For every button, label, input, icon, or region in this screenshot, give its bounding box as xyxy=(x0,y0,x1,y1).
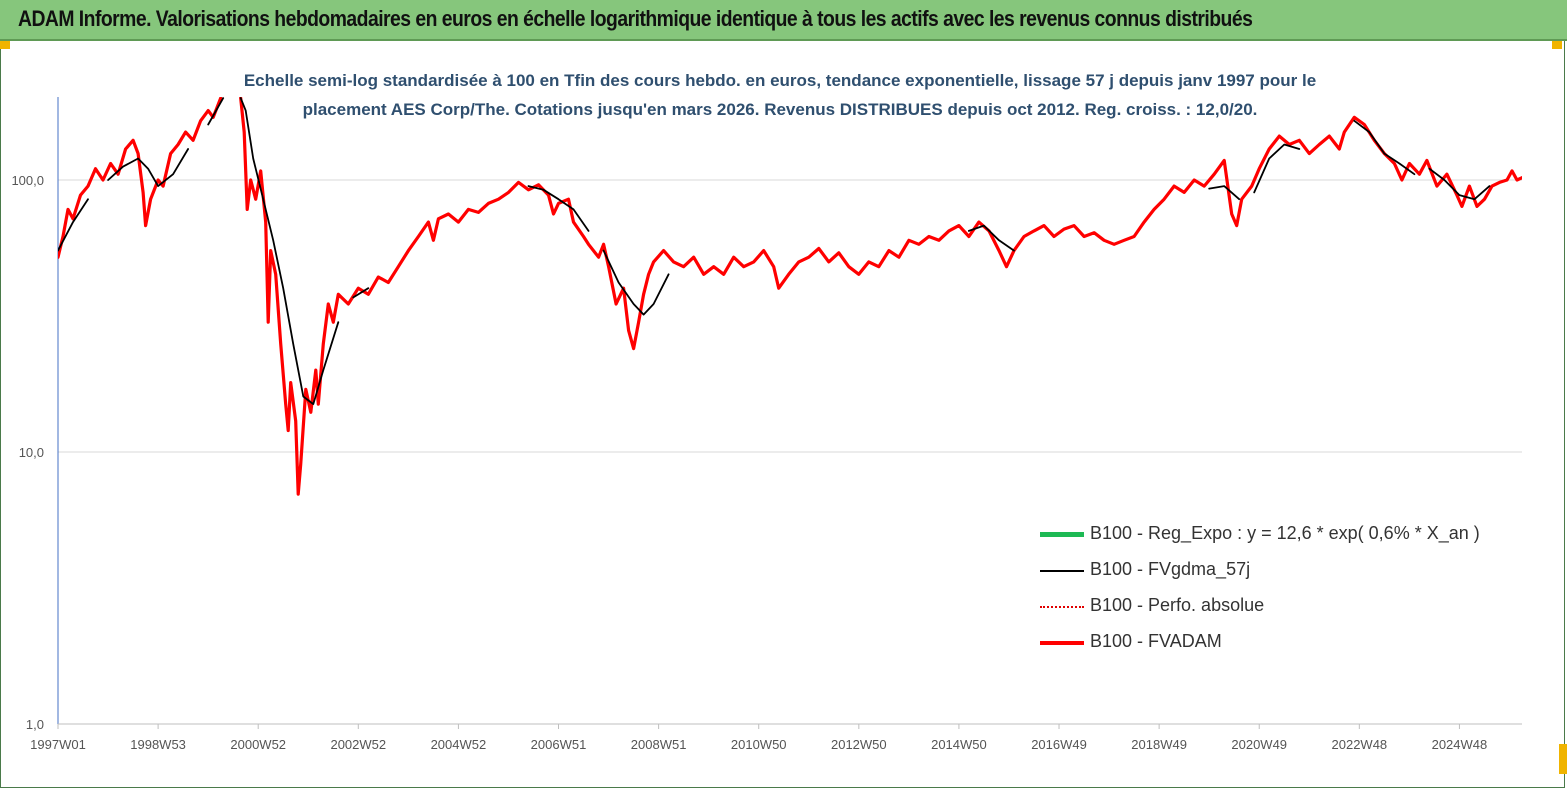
x-tick-label: 1998W53 xyxy=(130,737,186,752)
x-tick-label: 2012W50 xyxy=(831,737,887,752)
x-tick-label: 2014W50 xyxy=(931,737,987,752)
y-tick-label: 10,0 xyxy=(19,445,44,460)
x-tick-label: 2016W49 xyxy=(1031,737,1087,752)
legend-swatch-fvgdma xyxy=(1040,570,1084,572)
legend-label-perfo-absolue: B100 - Perfo. absolue xyxy=(1090,595,1265,615)
corner-mark-top-left xyxy=(0,41,10,49)
x-tick-label: 2006W51 xyxy=(531,737,587,752)
corner-mark-top-right xyxy=(1552,41,1562,49)
banner-title: ADAM Informe. Valorisations hebdomadaire… xyxy=(18,6,1253,31)
y-tick-label: 1,0 xyxy=(26,717,44,732)
chart-subtitle: Echelle semi-log standardisée à 100 en T… xyxy=(180,66,1380,124)
y-tick-label: 100,0 xyxy=(11,173,44,188)
x-tick-label: 2022W48 xyxy=(1332,737,1388,752)
x-tick-label: 2024W48 xyxy=(1432,737,1488,752)
x-tick-label: 2000W52 xyxy=(230,737,286,752)
x-tick-label: 2004W52 xyxy=(431,737,487,752)
top-banner: ADAM Informe. Valorisations hebdomadaire… xyxy=(0,0,1567,41)
series-line-fvadam xyxy=(58,97,1522,496)
x-tick-label: 2008W51 xyxy=(631,737,687,752)
legend-swatch-fvadam xyxy=(1040,641,1084,645)
x-tick-label: 1997W01 xyxy=(30,737,86,752)
x-tick-label: 2010W50 xyxy=(731,737,787,752)
x-tick-label: 2002W52 xyxy=(330,737,386,752)
x-tick-label: 2020W49 xyxy=(1231,737,1287,752)
legend-swatch-perfo-absolue xyxy=(1040,606,1084,608)
legend-label-fvgdma: B100 - FVgdma_57j xyxy=(1090,559,1251,579)
legend-swatch-reg-expo xyxy=(1040,532,1084,537)
x-tick-label: 2018W49 xyxy=(1131,737,1187,752)
legend-label-fvadam: B100 - FVADAM xyxy=(1090,631,1222,651)
chart-subtitle-line-2: placement AES Corp/The. Cotations jusqu'… xyxy=(302,100,1258,119)
chart-subtitle-line-1: Echelle semi-log standardisée à 100 en T… xyxy=(243,71,1317,90)
corner-mark-bottom-right xyxy=(1559,744,1567,774)
legend-label-reg-expo: B100 - Reg_Expo : y = 12,6 * exp( 0,6% *… xyxy=(1090,523,1480,543)
